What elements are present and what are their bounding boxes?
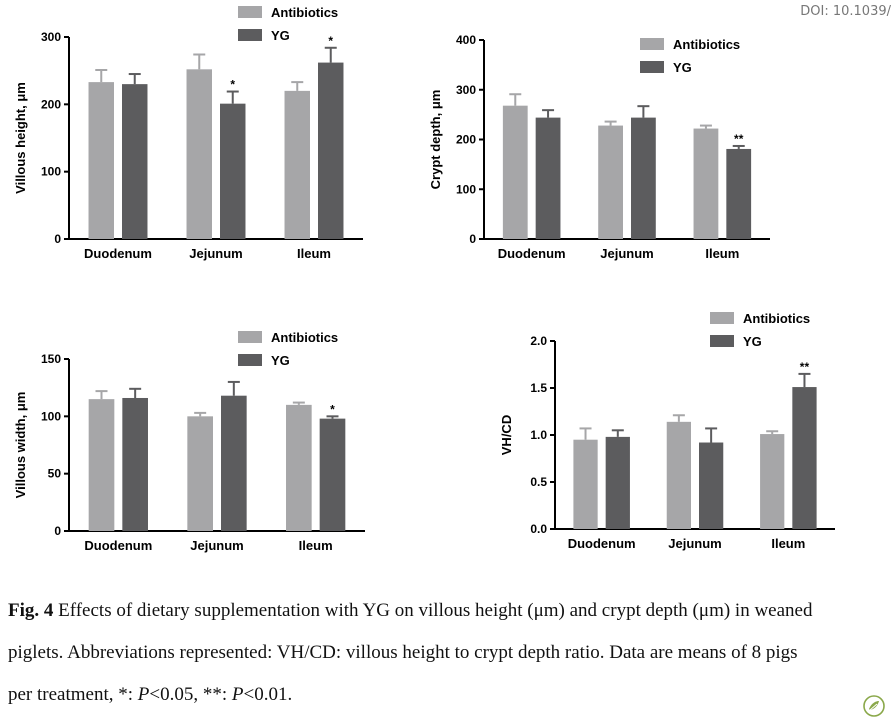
chart-1-y-tick-label: 200 — [41, 97, 61, 111]
chart-1-legend-label: YG — [271, 28, 290, 43]
caption-p-symbol-1: P — [137, 684, 150, 705]
chart-1-bar-jejunum-antibiotics — [186, 69, 212, 239]
chart-2-bar-duodenum-yg — [535, 117, 561, 239]
chart-2-bar-ileum-antibiotics — [693, 128, 719, 239]
caption-text-3b: <0.05, **: — [149, 684, 232, 705]
chart-4-y-tick-label: 0.5 — [530, 475, 547, 489]
chart-2-x-tick-label: Jejunum — [600, 246, 653, 261]
chart-2-bar-duodenum-antibiotics — [502, 105, 528, 239]
chart-1-x-tick-label: Jejunum — [189, 246, 242, 261]
chart-1-bar-duodenum-antibiotics — [88, 82, 114, 239]
chart-3-bar-duodenum-antibiotics — [88, 399, 115, 531]
chart-4-x-tick-label: Ileum — [771, 536, 805, 551]
chart-1-bar-ileum-yg — [318, 62, 344, 239]
chart-4-bar-jejunum-antibiotics — [666, 421, 691, 529]
doi-text: DOI: 10.1039/ — [800, 4, 891, 19]
chart-2-x-tick-label: Ileum — [705, 246, 739, 261]
chart-1-bar-jejunum-yg — [220, 103, 246, 239]
chart-4-y-tick-label: 1.5 — [530, 381, 547, 395]
chart-2-y-axis-label: Crypt depth, μm — [428, 90, 443, 190]
chart-3-bar-jejunum-yg — [221, 395, 247, 531]
chart-4-legend-label: Antibiotics — [743, 311, 810, 326]
chart-3-legend-label: YG — [271, 353, 290, 368]
chart-4-x-tick-label: Jejunum — [668, 536, 721, 551]
chart-3-y-tick-label: 0 — [54, 524, 61, 538]
chart-1-legend-swatch-antibiotics — [238, 6, 262, 18]
chart-2-y-tick-label: 300 — [456, 83, 476, 97]
chart-3-x-tick-label: Jejunum — [190, 538, 243, 553]
figure-caption: Fig. 4 Effects of dietary supplementatio… — [8, 590, 888, 716]
chart-2-significance-mark: ** — [734, 132, 744, 146]
caption-text-3a: per treatment, *: — [8, 684, 138, 705]
chart-1-y-axis-label: Villous height, μm — [13, 82, 28, 194]
chart-4-y-tick-label: 1.0 — [530, 428, 547, 442]
chart-4-bar-jejunum-yg — [699, 442, 724, 529]
chart-2-bar-jejunum-yg — [631, 117, 656, 239]
chart-3-x-tick-label: Duodenum — [84, 538, 152, 553]
chart-3-bar-jejunum-antibiotics — [187, 416, 213, 531]
chart-1-legend-label: Antibiotics — [271, 5, 338, 20]
chart-1-significance-mark: * — [328, 34, 333, 48]
chart-3-y-tick-label: 150 — [41, 352, 61, 366]
chart-4-x-tick-label: Duodenum — [568, 536, 636, 551]
chart-2-y-tick-label: 200 — [456, 133, 476, 147]
caption-line-1: Fig. 4 Effects of dietary supplementatio… — [8, 590, 888, 632]
chart-1-bar-ileum-antibiotics — [284, 90, 310, 239]
chart-2-legend-label: Antibiotics — [673, 37, 740, 52]
chart-3-y-tick-label: 100 — [41, 409, 61, 423]
chart-2-bar-ileum-yg — [726, 148, 752, 239]
chart-3-bar-duodenum-yg — [122, 397, 148, 531]
chart-2-legend-swatch-antibiotics — [640, 38, 664, 50]
chart-4-y-tick-label: 2.0 — [530, 334, 547, 348]
chart-3-x-tick-label: Ileum — [299, 538, 333, 553]
chart-1-y-tick-label: 0 — [54, 232, 61, 246]
chart-4-bar-duodenum-antibiotics — [573, 439, 598, 529]
chart-1-significance-mark: * — [230, 78, 235, 92]
chart-3-bar-ileum-antibiotics — [286, 404, 312, 531]
chart-1-x-tick-label: Duodenum — [84, 246, 152, 261]
chart-2-bar-jejunum-antibiotics — [598, 125, 623, 239]
chart-3-y-axis-label: Villous width, μm — [13, 392, 28, 499]
chart-4-y-axis-label: VH/CD — [499, 415, 514, 455]
chart-4-bar-ileum-antibiotics — [760, 434, 785, 529]
chart-1-x-tick-label: Ileum — [297, 246, 331, 261]
chart-4-bar-ileum-yg — [792, 387, 817, 529]
publisher-logo-icon — [863, 695, 885, 717]
chart-3-significance-mark: * — [330, 402, 335, 416]
caption-line-3: per treatment, *: P<0.05, **: P<0.01. — [8, 674, 888, 716]
chart-2-y-tick-label: 400 — [456, 33, 476, 47]
caption-p-symbol-2: P — [231, 684, 244, 705]
chart-1-y-tick-label: 300 — [41, 30, 61, 44]
chart-4-significance-mark: ** — [800, 360, 810, 374]
chart-2-x-tick-label: Duodenum — [498, 246, 566, 261]
chart-1-y-tick-label: 100 — [41, 165, 61, 179]
chart-4-legend-swatch-yg — [710, 335, 734, 347]
chart-3-y-tick-label: 50 — [48, 467, 62, 481]
caption-text-1: Effects of dietary supplementation with … — [53, 600, 813, 621]
chart-4-bar-duodenum-yg — [605, 436, 630, 529]
caption-label: Fig. 4 — [8, 600, 54, 621]
chart-3-legend-swatch-yg — [238, 354, 262, 366]
chart-3-legend-swatch-antibiotics — [238, 331, 262, 343]
chart-1-legend-swatch-yg — [238, 29, 262, 41]
chart-2-y-tick-label: 0 — [469, 232, 476, 246]
chart-3-legend-label: Antibiotics — [271, 330, 338, 345]
figure-charts: 0 100 200 300 Villous height, μm Duodenum * Jej… — [13, 5, 835, 553]
chart-4-legend-label: YG — [743, 334, 762, 349]
chart-4-legend-swatch-antibiotics — [710, 312, 734, 324]
chart-3-bar-ileum-yg — [319, 418, 346, 531]
chart-1-bar-duodenum-yg — [122, 84, 148, 239]
chart-4-y-tick-label: 0.0 — [530, 522, 547, 536]
caption-line-2: piglets. Abbreviations represented: VH/C… — [8, 642, 798, 663]
chart-2-legend-label: YG — [673, 60, 692, 75]
chart-2-legend-swatch-yg — [640, 61, 664, 73]
chart-2-y-tick-label: 100 — [456, 182, 476, 196]
caption-text-3c: <0.01. — [243, 684, 293, 705]
